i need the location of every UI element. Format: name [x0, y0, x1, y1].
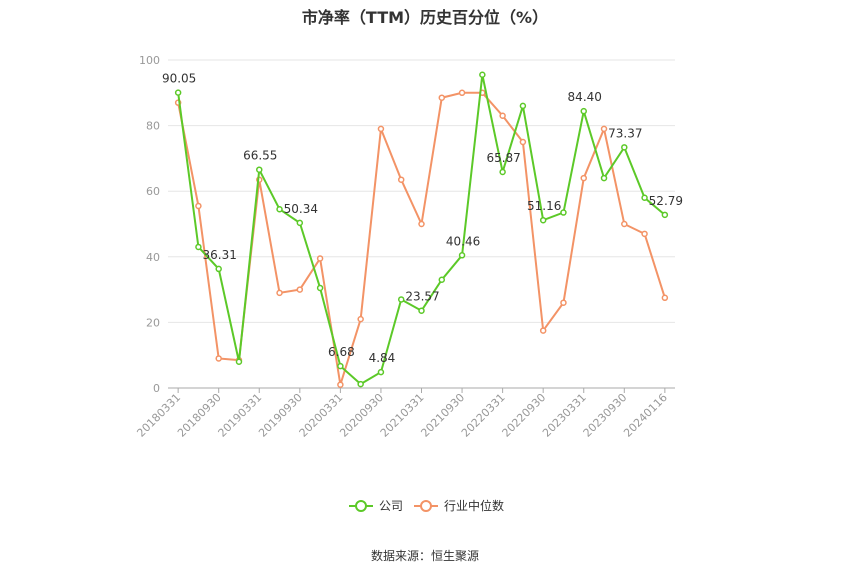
data-point — [337, 362, 344, 370]
chart-source: 数据来源：恒生聚源 — [370, 549, 479, 563]
chart-title: 市净率（TTM）历史百分位（%） — [301, 8, 549, 27]
data-point — [539, 216, 547, 224]
data-label: 40.46 — [446, 234, 480, 248]
x-tick-label: 20240116 — [621, 391, 670, 440]
data-point — [316, 284, 324, 292]
data-point — [621, 220, 628, 228]
data-point — [215, 265, 222, 273]
data-point — [316, 255, 324, 262]
data-point — [661, 211, 669, 219]
data-point — [560, 299, 567, 306]
data-label: 50.34 — [284, 202, 318, 216]
data-point — [519, 138, 527, 146]
data-point — [621, 144, 628, 151]
data-label: 65.87 — [486, 151, 520, 165]
data-label: 36.31 — [203, 248, 237, 262]
data-point — [235, 358, 243, 366]
data-point — [641, 194, 648, 202]
data-label: 52.79 — [649, 194, 683, 208]
data-point — [560, 209, 567, 216]
y-tick-label: 100 — [139, 54, 160, 67]
y-tick-label: 40 — [146, 251, 160, 264]
y-tick-label: 60 — [146, 185, 160, 198]
data-point — [337, 381, 344, 388]
data-point — [641, 230, 648, 238]
data-point — [499, 168, 506, 176]
data-point — [661, 294, 669, 302]
data-point — [418, 307, 425, 314]
data-point — [256, 166, 263, 173]
y-tick-label: 20 — [146, 316, 160, 329]
data-point — [397, 176, 405, 183]
data-point — [600, 174, 608, 182]
data-point — [418, 220, 425, 228]
data-label: 66.55 — [243, 149, 277, 163]
data-point — [458, 89, 466, 97]
data-label: 90.05 — [162, 72, 196, 86]
data-point — [296, 286, 304, 293]
legend-marker — [420, 500, 432, 512]
data-point — [438, 94, 446, 101]
data-point — [499, 112, 506, 120]
data-point — [215, 355, 222, 362]
legend-label: 行业中位数 — [444, 498, 504, 513]
data-label: 84.40 — [568, 90, 602, 104]
data-point — [600, 125, 608, 133]
data-label: 6.68 — [328, 345, 355, 359]
legend-marker — [355, 500, 367, 512]
data-point — [580, 174, 587, 182]
data-point — [195, 243, 202, 251]
data-point — [296, 219, 304, 227]
y-tick-label: 80 — [146, 120, 160, 133]
data-label: 23.57 — [405, 290, 439, 304]
y-tick-label: 0 — [153, 382, 160, 395]
data-point — [276, 205, 283, 213]
data-label: 73.37 — [608, 126, 642, 140]
series-line — [177, 74, 666, 386]
data-point — [357, 315, 364, 323]
data-point — [458, 252, 466, 259]
data-point — [195, 202, 202, 210]
data-point — [580, 107, 587, 115]
data-point — [357, 380, 364, 388]
legend-label: 公司 — [379, 499, 403, 513]
data-point — [438, 276, 446, 284]
data-point — [377, 368, 385, 376]
data-point — [479, 71, 486, 79]
data-label: 51.16 — [527, 199, 561, 213]
data-label: 4.84 — [369, 351, 396, 365]
data-point — [276, 289, 283, 297]
data-point — [519, 102, 527, 110]
data-point — [174, 89, 182, 96]
data-point — [539, 327, 547, 334]
data-point — [397, 296, 405, 303]
data-point — [377, 125, 385, 133]
